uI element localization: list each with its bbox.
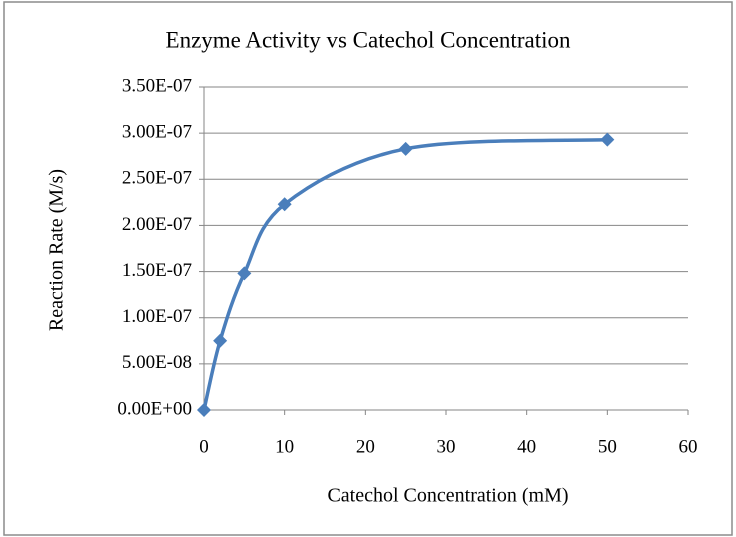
data-point <box>398 141 413 156</box>
y-axis-title: Reaction Rate (M/s) <box>46 169 68 331</box>
y-tick-label: 1.00E-07 <box>122 306 192 327</box>
x-tick-label: 60 <box>679 436 698 457</box>
data-point <box>237 266 252 281</box>
x-axis-title: Catechol Concentration (mM) <box>327 485 568 507</box>
chart-frame <box>3 1 733 536</box>
x-tick-label: 10 <box>275 436 294 457</box>
data-point <box>197 403 211 417</box>
y-tick-label: 2.00E-07 <box>122 214 192 235</box>
data-point <box>600 132 615 147</box>
y-tick-label: 3.00E-07 <box>122 122 192 143</box>
x-tick-label: 30 <box>437 436 456 457</box>
y-tick-label: 2.50E-07 <box>122 168 192 189</box>
x-tick-label: 50 <box>598 436 617 457</box>
data-point <box>277 197 292 212</box>
y-tick-label: 5.00E-08 <box>122 352 192 373</box>
x-tick-label: 0 <box>199 436 209 457</box>
data-point <box>213 333 228 348</box>
y-tick-label: 3.50E-07 <box>122 75 192 96</box>
x-tick-label: 40 <box>517 436 536 457</box>
y-tick-label: 1.50E-07 <box>122 260 192 281</box>
chart-title: Enzyme Activity vs Catechol Concentratio… <box>166 27 571 52</box>
y-tick-label: 0.00E+00 <box>117 398 192 419</box>
x-tick-label: 20 <box>356 436 375 457</box>
